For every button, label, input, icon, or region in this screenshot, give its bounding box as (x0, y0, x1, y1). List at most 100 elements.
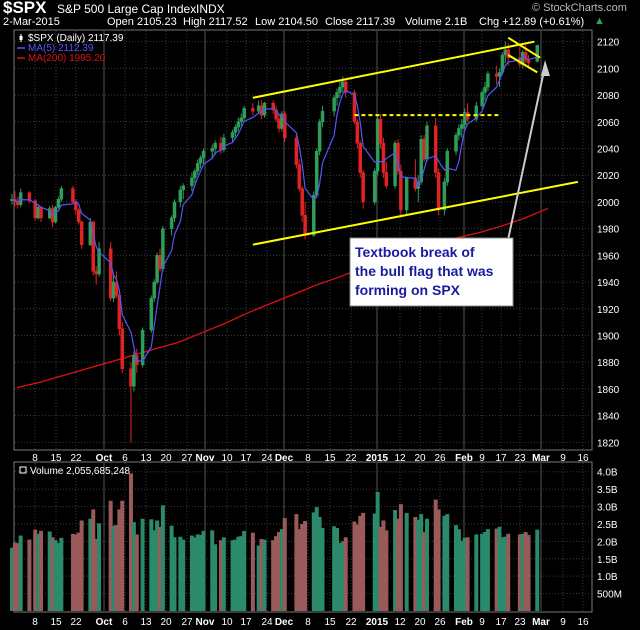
volume-bar (535, 529, 540, 611)
candle (132, 351, 136, 392)
candle-body (117, 295, 122, 330)
date-tick-label: 22 (70, 453, 82, 464)
volume-bar (433, 499, 438, 611)
candle (149, 295, 154, 333)
date-tick-label: 2015 (366, 453, 389, 464)
price-tick-label: 2060 (597, 118, 620, 129)
price-axis: 1820 1840 1860 1880 1900 1920 1940 1960 1980 2000… (597, 38, 620, 450)
candle-body (460, 124, 464, 129)
price-tick-label: 2080 (597, 91, 620, 102)
candle-body (274, 109, 278, 120)
candle-body (404, 177, 409, 211)
volume-bar (59, 537, 64, 611)
date-tick-label: 13 (140, 617, 152, 628)
volume-bar (33, 529, 38, 611)
volume-bar (178, 536, 183, 611)
candle (297, 159, 302, 192)
candle (76, 208, 81, 225)
volume-bar (384, 530, 389, 611)
candle (442, 177, 447, 216)
candle-body (129, 368, 133, 387)
candle (120, 322, 125, 373)
volume-bar (152, 530, 157, 611)
candle (425, 121, 429, 162)
volume-bar (372, 513, 377, 611)
date-tick-label: 8 (32, 453, 38, 464)
candle (16, 196, 20, 209)
candle-icon-body (19, 36, 23, 40)
date-tick-label: 20 (414, 617, 426, 628)
candle (503, 41, 508, 64)
candle (59, 185, 64, 202)
candle-body (132, 355, 136, 387)
date-tick-label: Oct (96, 453, 113, 464)
candle-body (152, 281, 156, 299)
candle-body (149, 297, 154, 331)
candle-body (91, 221, 96, 272)
volume-bar (88, 518, 93, 611)
candle (335, 88, 339, 106)
candle (239, 113, 244, 126)
date-tick-label: Nov (196, 453, 215, 464)
price-tick-label: 2040 (597, 145, 620, 156)
volume-tick-label: 1.5B (597, 555, 618, 566)
candle-body (239, 117, 244, 123)
candle-body (222, 137, 226, 151)
candle (271, 100, 275, 114)
volume-legend: Volume 2,055,685,248 (19, 466, 131, 477)
volume-bar (395, 518, 400, 611)
candle-body (195, 162, 200, 172)
candle (422, 135, 426, 162)
volume-bar (53, 540, 58, 611)
candle (155, 252, 159, 285)
candle (242, 105, 246, 122)
candle (193, 168, 197, 184)
candle (404, 176, 409, 216)
candle-body (36, 207, 40, 219)
volume-bar (500, 537, 505, 611)
volume-bar (311, 512, 316, 611)
volume-bar (140, 518, 145, 611)
candle-body (56, 199, 61, 208)
candle (108, 242, 113, 301)
candle (454, 132, 458, 156)
volume-legend-label: Volume 2,055,685,248 (30, 466, 131, 477)
candle-body (39, 207, 43, 219)
candle-body (445, 150, 450, 183)
candle (320, 105, 325, 128)
change-value: Chg +12.89 (+0.61%) (479, 16, 585, 28)
high-value: High 2117.52 (183, 16, 248, 28)
volume-bar (12, 542, 17, 611)
candle-body (297, 164, 302, 189)
candle (50, 204, 55, 228)
volume-bar (485, 529, 490, 611)
volume-bar (131, 522, 136, 611)
volume-bar (503, 536, 508, 611)
volume-bar (276, 532, 281, 611)
date-tick-label: 10 (221, 453, 233, 464)
volume-bar (378, 526, 383, 611)
candle-body (320, 110, 325, 123)
volume-axis: 4.0B 3.5B 3.0B 2.5B 2.0B 1.5B 1.0B 500M (597, 468, 622, 601)
security-name: S&P 500 Large Cap Index (57, 2, 197, 16)
price-tick-label: 1820 (597, 438, 620, 449)
volume-bar (332, 526, 337, 611)
candle-body (236, 121, 241, 128)
candle (178, 185, 183, 208)
candle-body (393, 142, 397, 187)
candle (251, 103, 255, 116)
candle (317, 119, 322, 156)
date-tick-label: Feb (455, 617, 473, 628)
price-tick-label: 1980 (597, 225, 620, 236)
date-tick-label: 22 (70, 617, 82, 628)
candle (294, 135, 299, 169)
candle (416, 175, 421, 202)
volume-tick-label: 500M (597, 590, 622, 601)
volume-bar (160, 505, 165, 611)
date-tick-label: Mar (532, 617, 550, 628)
price-tick-label: 2020 (597, 171, 620, 182)
volume-bar (320, 528, 325, 611)
candle-body (161, 228, 165, 269)
volume-bar (97, 523, 102, 611)
